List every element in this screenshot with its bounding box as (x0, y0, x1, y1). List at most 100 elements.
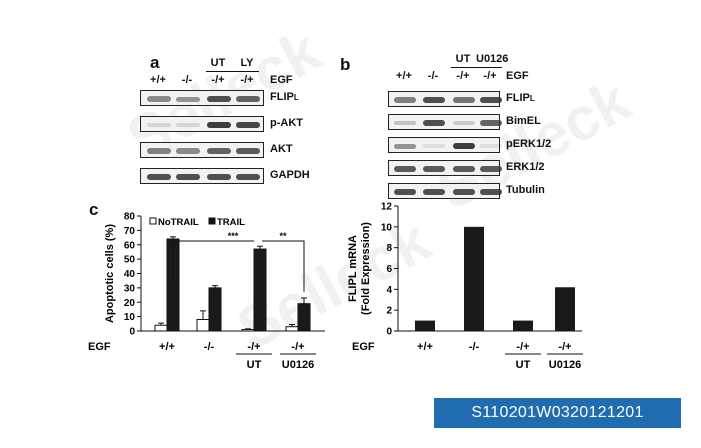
blot-band (423, 96, 445, 104)
protein-subscript: L (293, 93, 299, 102)
lane-label: -/- (427, 70, 439, 82)
egf-label: EGF (270, 74, 293, 86)
blot-band (453, 121, 475, 125)
x-tick-label: -/+ (558, 341, 571, 353)
blot-band (147, 96, 171, 102)
y-axis-label: FLIPL mRNA (347, 235, 359, 302)
lane-label: +/+ (396, 70, 412, 82)
lane-label: -/+ (211, 74, 225, 86)
legend-swatch (149, 217, 157, 225)
blot-strip (388, 137, 502, 153)
protein-label: FLIPL (270, 91, 299, 103)
blot-band (453, 97, 475, 103)
y-tick-label: 50 (124, 255, 136, 266)
y-tick-label: 60 (124, 240, 136, 251)
blot-band (480, 165, 502, 173)
blot-band (394, 165, 416, 173)
y-tick-label: 40 (124, 269, 136, 280)
lane-label: -/+ (456, 70, 470, 82)
protein-label: FLIPL (506, 92, 535, 104)
blot-band (394, 188, 416, 196)
blot-band (147, 148, 171, 154)
legend-swatch (208, 217, 216, 225)
blot-band (423, 144, 445, 148)
blot-band (423, 188, 445, 196)
y-tick-label: 12 (381, 202, 393, 213)
bar (555, 287, 575, 331)
product-id-badge: S110201W0320121201 (434, 398, 681, 428)
y-tick-label: 30 (124, 283, 136, 294)
protein-label: BimEL (506, 115, 541, 127)
panel-b-letter: b (340, 55, 351, 74)
blot-band (394, 97, 416, 103)
blot-strip (140, 90, 264, 106)
lane-label: -/+ (240, 74, 254, 86)
x-tick-label: -/+ (516, 341, 529, 353)
bar (415, 320, 435, 331)
y-axis-label: Apoptotic cells (%) (104, 224, 116, 323)
group-label: UT (247, 359, 262, 371)
egf-label: EGF (506, 70, 529, 82)
protein-label: Tubulin (506, 184, 545, 196)
y-tick-label: 2 (386, 306, 392, 317)
blot-band (453, 142, 475, 150)
y-axis-label: (Fold Expression) (360, 222, 372, 315)
x-tick-label: -/- (204, 341, 215, 353)
blot-strip (140, 116, 264, 132)
lane-label: -/- (181, 74, 193, 86)
y-tick-label: 6 (386, 264, 392, 275)
bar (513, 320, 533, 331)
blot-strip (140, 142, 264, 158)
blot-band (207, 95, 231, 103)
blot-strip (388, 183, 502, 199)
blot-band (147, 173, 171, 181)
protein-label: GAPDH (270, 169, 310, 181)
x-axis-prefix: EGF (352, 341, 375, 353)
y-tick-label: 10 (381, 222, 393, 233)
y-tick-label: 4 (386, 285, 392, 296)
treatment-label: LY (240, 57, 254, 69)
blot-band (176, 123, 200, 127)
treatment-label: U0126 (476, 53, 509, 65)
legend-label: NoTRAIL (158, 217, 199, 228)
group-label: U0126 (282, 359, 314, 371)
significance-bracket (172, 240, 254, 285)
significance-label: *** (228, 231, 239, 241)
treatment-underline (451, 67, 502, 68)
treatment-label: UT (455, 53, 471, 65)
blot-strip (388, 160, 502, 176)
blot-band (453, 188, 475, 196)
protein-name: AKT (270, 143, 293, 155)
blot-band (480, 120, 502, 126)
blot-strip (388, 114, 502, 130)
blot-band (480, 96, 502, 104)
protein-name: ERK1/2 (506, 161, 545, 173)
y-tick-label: 8 (386, 243, 392, 254)
blot-strip (140, 168, 264, 184)
blot-band (207, 148, 231, 154)
blot-band (453, 165, 475, 173)
x-tick-label: +/+ (159, 341, 175, 353)
blot-band (423, 119, 445, 127)
blot-band (480, 144, 502, 148)
lane-label: -/+ (483, 70, 497, 82)
significance-label: ** (279, 231, 287, 241)
blot-band (236, 121, 260, 129)
significance-bracket (262, 240, 305, 292)
x-tick-label: -/+ (247, 341, 260, 353)
blot-band (394, 121, 416, 125)
protein-name: FLIP (506, 92, 530, 104)
blot-band (176, 96, 200, 102)
blot-band (423, 165, 445, 173)
blot-band (147, 123, 171, 127)
group-label: U0126 (549, 359, 581, 371)
panel-c-letter: c (89, 200, 99, 219)
protein-label: ERK1/2 (506, 161, 545, 173)
protein-label: p-AKT (270, 117, 303, 129)
treatment-underline (206, 71, 259, 72)
y-tick-label: 0 (386, 327, 392, 338)
blot-band (176, 173, 200, 181)
